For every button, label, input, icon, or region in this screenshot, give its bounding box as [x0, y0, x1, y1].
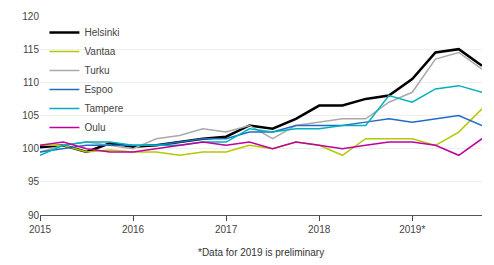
- svg-text:95: 95: [28, 176, 40, 187]
- svg-text:2019*: 2019*: [399, 224, 425, 235]
- svg-text:Vantaa: Vantaa: [84, 46, 115, 57]
- svg-text:110: 110: [23, 77, 39, 88]
- svg-text:2016: 2016: [122, 224, 145, 235]
- svg-text:100: 100: [22, 143, 39, 154]
- svg-text:2015: 2015: [29, 224, 52, 235]
- svg-text:*Data for 2019 is preliminary: *Data for 2019 is preliminary: [198, 247, 324, 258]
- svg-text:Helsinki: Helsinki: [84, 27, 119, 38]
- svg-text:Tampere: Tampere: [84, 103, 123, 114]
- svg-text:2017: 2017: [215, 224, 238, 235]
- svg-text:105: 105: [22, 110, 39, 121]
- svg-text:115: 115: [23, 44, 39, 55]
- svg-text:90: 90: [28, 210, 40, 221]
- svg-text:Oulu: Oulu: [84, 122, 105, 133]
- svg-text:Turku: Turku: [84, 65, 109, 76]
- svg-text:2018: 2018: [308, 224, 331, 235]
- svg-text:120: 120: [22, 11, 39, 22]
- svg-text:Espoo: Espoo: [84, 84, 113, 95]
